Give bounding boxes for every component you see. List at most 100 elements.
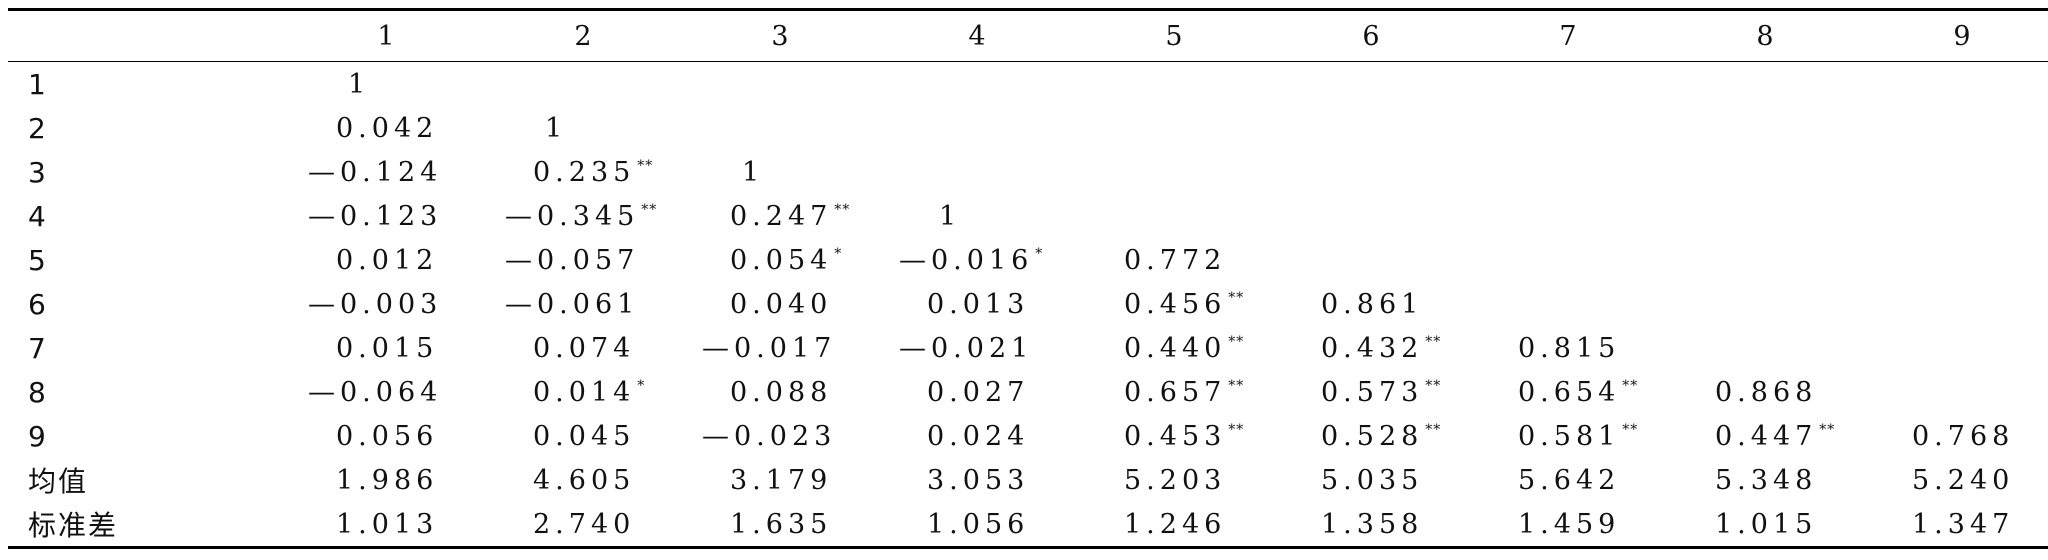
significance-marker: **: [1228, 421, 1245, 438]
significance-marker: **: [1622, 421, 1639, 438]
empty-cell: [1273, 62, 1470, 107]
table-cell: 0.024: [879, 414, 1076, 458]
cell-value: 0.054: [730, 244, 833, 276]
cell-value: 1: [742, 156, 765, 188]
table-row: 5 0.012 —0.057 0.054 * —0.016 * 0.772: [8, 238, 2048, 282]
cell-value: 0.235: [533, 156, 636, 188]
row-label: 8: [28, 375, 48, 409]
cell-value: 5.203: [1124, 464, 1227, 496]
table-cell: 1.015: [1667, 502, 1864, 548]
cell-value: 1.013: [336, 508, 439, 540]
empty-cell: [1470, 62, 1667, 107]
cell-value: 0.861: [1321, 288, 1424, 320]
table-cell: 0.868: [1667, 370, 1864, 414]
table-cell: 0.432 **: [1273, 326, 1470, 370]
empty-cell: [485, 62, 682, 107]
cell-value: 3.053: [927, 464, 1030, 496]
column-header: 8: [1756, 20, 1775, 52]
table-cell: —0.345 **: [485, 194, 682, 238]
cell-value: —0.021: [899, 332, 1034, 364]
empty-cell: [1864, 150, 2048, 194]
header-cell-corner: [8, 10, 288, 62]
table-row: 2 0.042 1: [8, 106, 2048, 150]
cell-value: 1.358: [1321, 508, 1424, 540]
table-row: 4 —0.123 —0.345 ** 0.247 ** 1: [8, 194, 2048, 238]
table-cell: 0.042: [288, 106, 485, 150]
empty-cell: [1076, 194, 1273, 238]
table-cell: 0.054 *: [682, 238, 879, 282]
table-cell: 0.768: [1864, 414, 2048, 458]
empty-cell: [1667, 326, 1864, 370]
table-cell: 1.358: [1273, 502, 1470, 548]
cell-value: 0.074: [533, 332, 636, 364]
table-cell: 0.447 **: [1667, 414, 1864, 458]
table-cell: —0.003: [288, 282, 485, 326]
empty-cell: [1076, 106, 1273, 150]
cell-value: —0.124: [308, 156, 443, 188]
cell-value: 0.447: [1715, 420, 1818, 452]
table-cell: —0.021: [879, 326, 1076, 370]
cell-value: 1.347: [1912, 508, 2015, 540]
cell-value: 0.056: [336, 420, 439, 452]
cell-value: 5.348: [1715, 464, 1818, 496]
table-cell: 1: [485, 106, 682, 150]
significance-marker: **: [1425, 377, 1442, 394]
cell-value: 0.581: [1518, 420, 1621, 452]
table-cell: 0.861: [1273, 282, 1470, 326]
cell-value: 1.246: [1124, 508, 1227, 540]
table-cell: 1.347: [1864, 502, 2048, 548]
table-cell: 1: [879, 194, 1076, 238]
cell-value: —0.017: [702, 332, 837, 364]
empty-cell: [1667, 194, 1864, 238]
table-cell: —0.064: [288, 370, 485, 414]
column-header: 1: [377, 20, 396, 52]
significance-marker: *: [637, 377, 646, 394]
empty-cell: [1470, 282, 1667, 326]
empty-cell: [879, 150, 1076, 194]
table-cell: 0.088: [682, 370, 879, 414]
cell-value: —0.057: [505, 244, 640, 276]
row-label: 7: [28, 331, 48, 365]
cell-value: —0.003: [308, 288, 443, 320]
cell-value: —0.023: [702, 420, 837, 452]
table-cell: —0.123: [288, 194, 485, 238]
table-cell: 1.013: [288, 502, 485, 548]
row-label: 2: [28, 111, 48, 145]
column-header: 6: [1362, 20, 1381, 52]
table-cell: 1.056: [879, 502, 1076, 548]
cell-value: 0.657: [1124, 376, 1227, 408]
empty-cell: [1667, 62, 1864, 107]
table-cell: 1.635: [682, 502, 879, 548]
table-cell: 1.246: [1076, 502, 1273, 548]
row-label: 1: [28, 67, 48, 101]
table-cell: —0.124: [288, 150, 485, 194]
table-cell: 5.203: [1076, 458, 1273, 502]
table-cell: 0.528 **: [1273, 414, 1470, 458]
cell-value: 1.635: [730, 508, 833, 540]
cell-value: 0.440: [1124, 332, 1227, 364]
table-cell: 0.456 **: [1076, 282, 1273, 326]
empty-cell: [1864, 194, 2048, 238]
significance-marker: **: [1819, 421, 1836, 438]
cell-value: 0.528: [1321, 420, 1424, 452]
table-row: 3 —0.124 0.235 ** 1: [8, 150, 2048, 194]
column-header: 2: [574, 20, 593, 52]
cell-value: 0.088: [730, 376, 833, 408]
table-cell: 3.053: [879, 458, 1076, 502]
table-cell: 0.654 **: [1470, 370, 1667, 414]
row-label: 5: [28, 243, 48, 277]
cell-value: 0.027: [927, 376, 1030, 408]
table-row: 9 0.056 0.045 —0.023 0.024 0.453 ** 0.528 ** 0.58…: [8, 414, 2048, 458]
table-cell: 0.056: [288, 414, 485, 458]
empty-cell: [1470, 238, 1667, 282]
table-cell: 4.605: [485, 458, 682, 502]
empty-cell: [1667, 282, 1864, 326]
table-cell: 0.581 **: [1470, 414, 1667, 458]
empty-cell: [1667, 106, 1864, 150]
cell-value: 2.740: [533, 508, 636, 540]
table-cell: 1.986: [288, 458, 485, 502]
cell-value: 0.042: [336, 112, 439, 144]
column-header: 5: [1165, 20, 1184, 52]
table-cell: 0.440 **: [1076, 326, 1273, 370]
